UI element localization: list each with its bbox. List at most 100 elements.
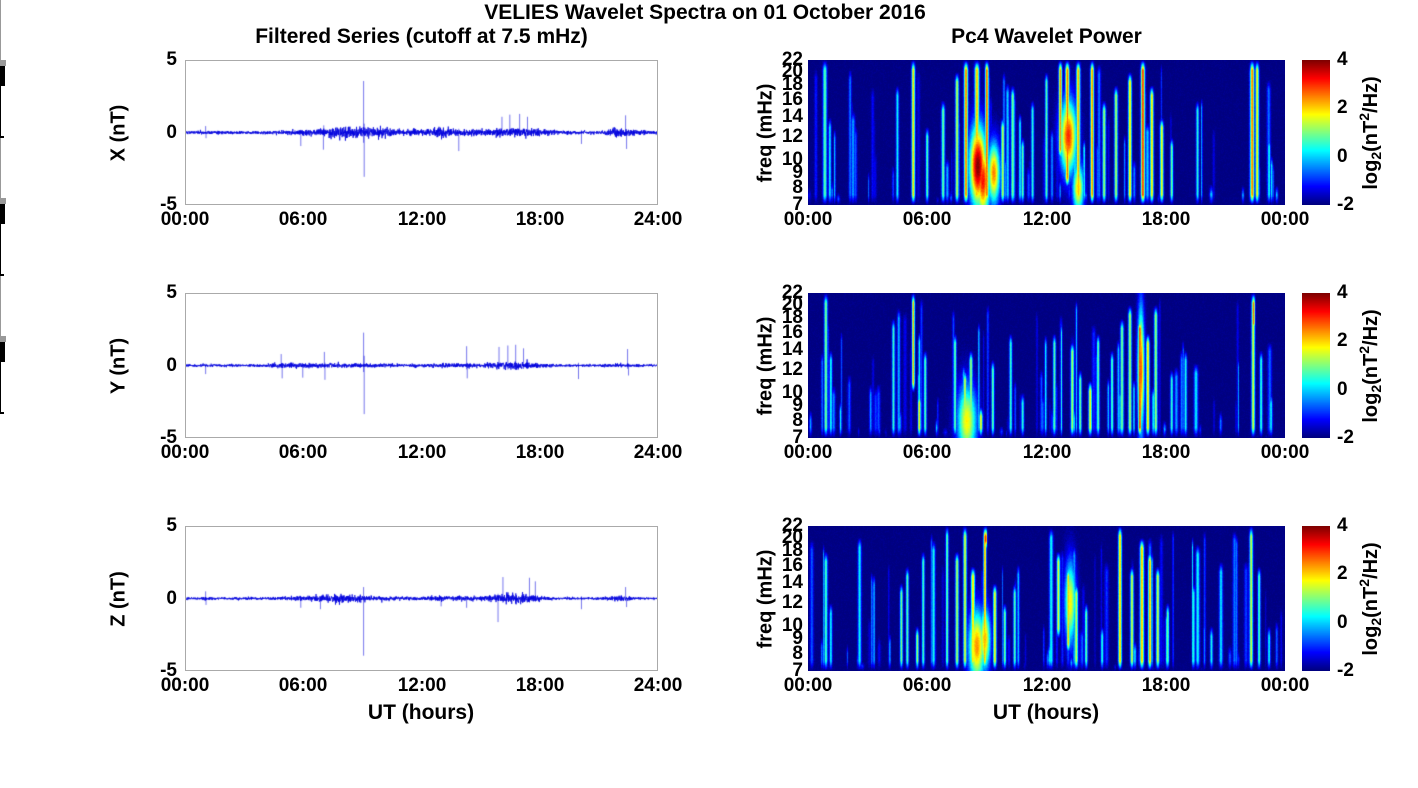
freq-tick-mark xyxy=(0,359,5,360)
freq-tick-mark xyxy=(0,212,5,213)
x-tick-mark xyxy=(0,131,1,136)
x-tick-mark xyxy=(0,229,1,234)
freq-tick-label: 7 xyxy=(792,194,803,215)
x-tick-label: 06:00 xyxy=(902,442,952,463)
freq-tick-mark xyxy=(0,69,5,70)
x-tick-mark xyxy=(0,300,1,306)
x-tick-mark xyxy=(0,294,1,300)
freq-tick-label: 7 xyxy=(792,660,803,681)
y-tick-label: 5 xyxy=(166,515,177,536)
spectrogram-column-title: Pc4 Wavelet Power xyxy=(951,25,1142,48)
freq-tick-mark xyxy=(0,82,5,83)
freq-tick-mark xyxy=(0,209,5,210)
x-tick-mark xyxy=(0,382,1,387)
colorbar-tick-label: 4 xyxy=(1337,515,1348,536)
y-tick-mark xyxy=(0,198,6,199)
x-tick-label: 06:00 xyxy=(278,675,328,696)
x-tick-label: 18:00 xyxy=(515,442,565,463)
freq-tick-mark xyxy=(0,218,5,219)
x-tick-label: 06:00 xyxy=(902,209,952,230)
colorbar-tick-label: -2 xyxy=(1337,194,1354,215)
freq-tick-mark xyxy=(0,351,5,352)
x-tick-mark xyxy=(0,111,1,116)
x-tick-mark xyxy=(0,367,1,372)
x-tick-label: 06:00 xyxy=(902,675,952,696)
freq-tick-mark xyxy=(0,78,5,79)
freq-tick-mark xyxy=(0,76,5,77)
y-tick-mark xyxy=(0,200,6,201)
freq-tick-mark xyxy=(0,75,5,76)
freq-tick-mark xyxy=(0,344,5,345)
x-tick-label: 12:00 xyxy=(1022,209,1072,230)
colorbar-tick-label: 4 xyxy=(1337,282,1348,303)
freq-tick-mark xyxy=(0,222,5,223)
x-tick-mark xyxy=(0,372,1,377)
x-tick-mark xyxy=(0,264,1,269)
x-tick-mark xyxy=(0,6,1,12)
x-tick-mark xyxy=(0,162,1,168)
freq-tick-mark xyxy=(0,220,5,221)
freq-tick-mark xyxy=(0,83,5,84)
freq-tick-mark xyxy=(0,80,5,81)
colorbar-tick-label: 2 xyxy=(1337,563,1348,584)
freq-tick-mark xyxy=(0,210,5,211)
x-tick-mark xyxy=(0,192,1,198)
x-tick-mark xyxy=(0,18,1,24)
freq-tick-mark xyxy=(0,361,5,362)
timeseries-canvas-x xyxy=(186,61,657,204)
freq-tick-mark xyxy=(0,206,5,207)
freq-tick-mark xyxy=(0,354,5,355)
spectrogram-panel-z xyxy=(808,526,1285,671)
x-tick-mark xyxy=(0,0,1,6)
x-tick-label: 06:00 xyxy=(278,442,328,463)
freq-tick-label: 22 xyxy=(781,515,803,536)
x-tick-label: 12:00 xyxy=(397,675,447,696)
x-tick-mark xyxy=(0,362,1,367)
freq-tick-label: 9 xyxy=(792,628,803,649)
colorbar-y xyxy=(1302,293,1330,438)
freq-tick-mark xyxy=(0,356,5,357)
spectrogram-panel-y xyxy=(808,293,1285,438)
x-tick-mark xyxy=(0,312,1,318)
freq-tick-mark xyxy=(0,70,5,71)
freq-tick-mark xyxy=(0,68,5,69)
x-tick-label: 18:00 xyxy=(515,209,565,230)
x-tick-mark xyxy=(0,54,1,60)
timeseries-y-axis-label: X (nT) xyxy=(107,104,130,161)
freq-tick-label: 8 xyxy=(792,177,803,198)
x-tick-label: 00:00 xyxy=(783,675,833,696)
freq-tick-mark xyxy=(0,214,5,215)
spectrogram-canvas-z xyxy=(808,526,1285,671)
freq-tick-mark xyxy=(0,215,5,216)
timeseries-x-axis-label: UT (hours) xyxy=(367,701,475,724)
x-tick-label: 12:00 xyxy=(1022,442,1072,463)
freq-tick-label: 12 xyxy=(781,592,803,613)
colorbar-tick-label: 2 xyxy=(1337,330,1348,351)
y-tick-mark xyxy=(0,65,6,66)
freq-tick-label: 22 xyxy=(781,282,803,303)
x-tick-mark xyxy=(0,324,1,330)
spectrogram-y-axis-label: freq (mHz) xyxy=(754,549,777,648)
x-tick-mark xyxy=(0,174,1,180)
x-tick-mark xyxy=(0,138,1,144)
timeseries-y-axis-label: Z (nT) xyxy=(107,570,130,627)
colorbar-tick-label: 4 xyxy=(1337,49,1348,70)
y-tick-mark xyxy=(0,64,6,65)
colorbar-tick-label: 0 xyxy=(1337,146,1348,167)
x-tick-mark xyxy=(0,86,1,91)
colorbar-axis-label: log2(nT2/Hz) xyxy=(1356,542,1384,655)
freq-tick-label: 10 xyxy=(781,382,803,403)
x-tick-mark xyxy=(0,239,1,244)
colorbar-tick-mark xyxy=(0,274,4,275)
freq-tick-mark xyxy=(0,221,5,222)
timeseries-panel-x xyxy=(185,60,658,205)
freq-tick-mark xyxy=(0,204,5,205)
colorbar-label-pre: log xyxy=(1360,159,1382,190)
freq-tick-mark xyxy=(0,72,5,73)
freq-tick-mark xyxy=(0,77,5,78)
freq-tick-mark xyxy=(0,352,5,353)
freq-tick-mark xyxy=(0,217,5,218)
freq-tick-label: 20 xyxy=(781,527,803,548)
x-tick-label: 18:00 xyxy=(515,675,565,696)
freq-tick-mark xyxy=(0,85,5,86)
